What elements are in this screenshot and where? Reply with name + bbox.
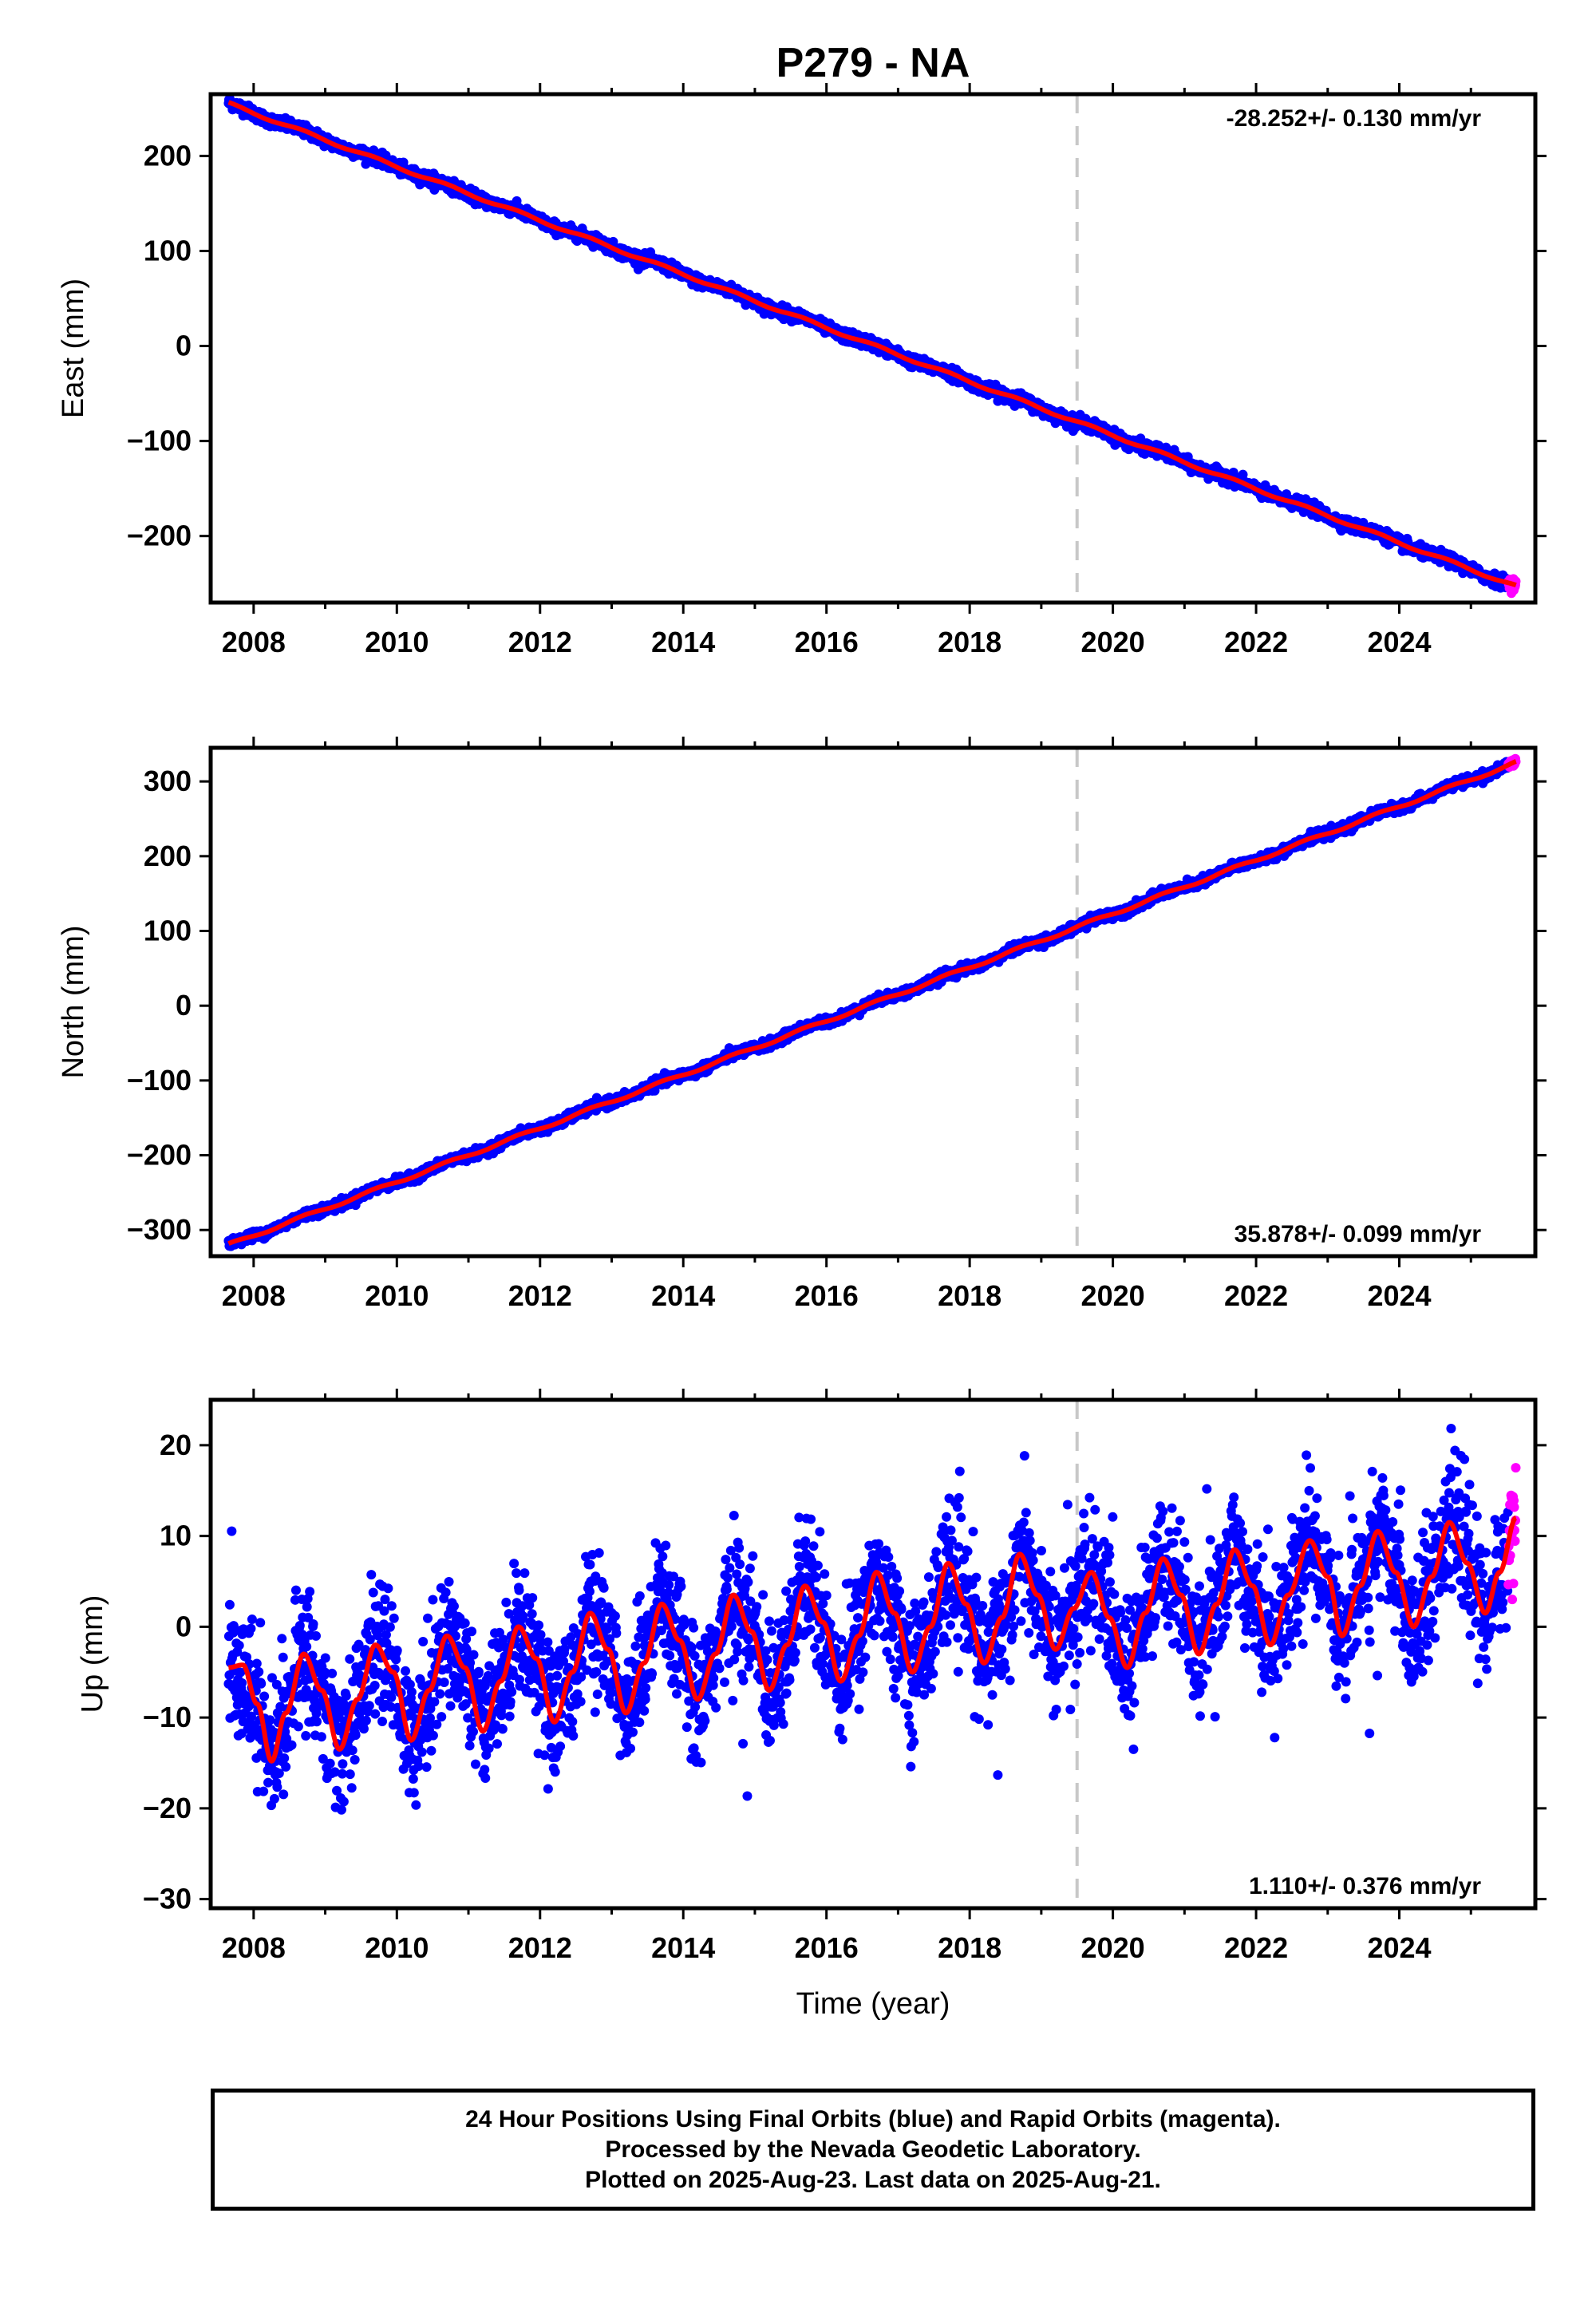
panels-group: 2008 2010 2012 2014 2016 2018 2020 2022 2024 −200… — [57, 83, 1547, 2021]
x-tick-label: 2014 — [651, 626, 715, 658]
panel-north: 2008 2010 2012 2014 2016 2018 2020 2022 2024−300… — [57, 737, 1547, 1312]
x-tick-label: 2018 — [938, 626, 1001, 658]
east-model-fit-line — [227, 100, 1517, 587]
panel-east: 2008 2010 2012 2014 2016 2018 2020 2022 2024 −200… — [57, 83, 1547, 658]
x-tick-label: 2010 — [365, 626, 429, 658]
east-plot-area — [223, 94, 1521, 603]
y-tick-label: 0 — [176, 330, 192, 362]
x-tick-label: 2012 — [508, 626, 572, 658]
y-tick-label: −100 — [127, 425, 192, 457]
x-tick-label: 2020 — [1081, 626, 1145, 658]
x-tick-label: 2024 — [1367, 626, 1431, 658]
east-axis-title: East (mm) — [57, 279, 90, 418]
north-plot-area — [223, 748, 1521, 1256]
x-tick-label: 2022 — [1224, 626, 1288, 658]
y-tick-label: 200 — [144, 139, 192, 172]
east-frame — [208, 92, 1538, 605]
chart-title: P279 - NA — [776, 40, 970, 86]
east-rate-label: -28.252+/- 0.130 mm/yr — [1227, 105, 1482, 132]
y-tick-label: 100 — [144, 234, 192, 267]
x-tick-label: 2008 — [222, 626, 286, 658]
y-tick-label: −200 — [127, 520, 192, 552]
x-tick-label: 2016 — [795, 626, 859, 658]
